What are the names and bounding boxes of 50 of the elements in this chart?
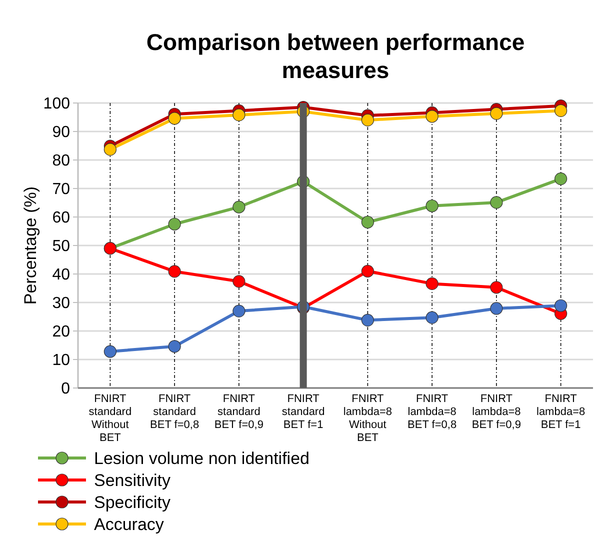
- point: [104, 345, 116, 358]
- x-tick-label: FNIRT standard Without BET: [88, 393, 132, 444]
- legend-label: Accuracy: [94, 514, 164, 534]
- point: [426, 277, 438, 290]
- point: [361, 264, 374, 278]
- y-tick-label: 80: [52, 152, 70, 170]
- point: [232, 108, 246, 122]
- point: [554, 299, 568, 312]
- y-tick-label: 50: [52, 238, 70, 256]
- y-tick-label: 90: [52, 124, 70, 142]
- x-tick-label: FNIRT standard BET f=1: [282, 393, 325, 431]
- legend-label: Specificity: [94, 492, 172, 512]
- legend-label: Lesion volume non identified: [94, 448, 310, 468]
- point: [554, 172, 568, 186]
- point: [232, 200, 246, 214]
- y-tick-label: 60: [52, 210, 70, 227]
- legend-label: Sensitivity: [94, 470, 172, 490]
- x-tick-label: FNIRT lambda=8 BET f=0,9: [472, 393, 521, 431]
- y-tick-label: 40: [52, 266, 70, 284]
- chart-title: Comparison between performance measures: [146, 29, 525, 83]
- point: [490, 281, 503, 294]
- y-tick-label: 10: [52, 352, 70, 370]
- point: [554, 104, 568, 117]
- point: [426, 311, 438, 324]
- point: [168, 112, 181, 125]
- point: [104, 143, 116, 156]
- y-tick-label: 0: [61, 380, 70, 398]
- point: [168, 218, 181, 230]
- point: [426, 200, 438, 212]
- y-tick-label: 20: [52, 324, 70, 341]
- point: [361, 114, 374, 126]
- point: [426, 110, 438, 123]
- point: [490, 107, 503, 120]
- point: [490, 196, 503, 209]
- point: [168, 265, 181, 278]
- point: [168, 340, 181, 353]
- point: [232, 304, 246, 318]
- y-tick-label: 100: [43, 96, 70, 113]
- y-axis-title: Percentage (%): [21, 186, 40, 305]
- x-tick-label: FNIRT lambda=8 BET f=1: [536, 393, 586, 431]
- point: [361, 314, 374, 326]
- x-tick-label: FNIRT lambda=8 BET f=0,8: [408, 393, 457, 431]
- point: [361, 216, 374, 228]
- y-tick-label: 30: [52, 295, 70, 312]
- point: [490, 302, 503, 315]
- point: [232, 275, 246, 288]
- x-tick-label: FNIRT standard BET f=0,8: [150, 393, 200, 431]
- x-tick-label: FNIRT standard BET f=0,9: [214, 393, 264, 431]
- x-tick-label: FNIRT lambda=8 Without BET: [343, 393, 392, 444]
- y-tick-label: 70: [52, 181, 70, 198]
